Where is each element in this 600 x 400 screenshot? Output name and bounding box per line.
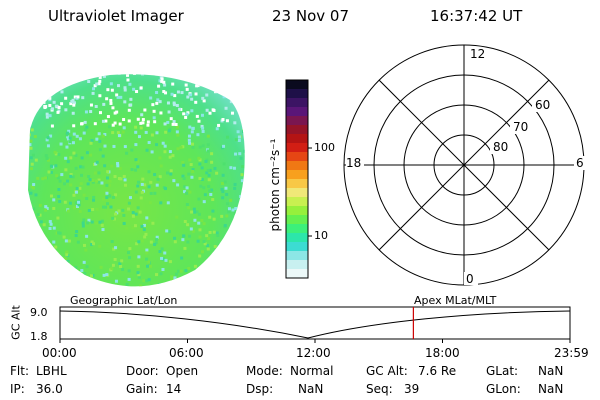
timeline-xtick-1200: 12:00 <box>296 346 331 360</box>
colorbar-segment <box>286 143 308 153</box>
door-label: Door: <box>126 364 159 378</box>
timeline-xtick-0000: 00:00 <box>42 346 77 360</box>
gcalt-label: GC Alt: <box>366 364 408 378</box>
colorbar-segment <box>286 134 308 144</box>
colorbar-segment <box>286 215 308 225</box>
polar-ring-80 <box>433 134 495 196</box>
colorbar-segment <box>286 242 308 252</box>
colorbar <box>286 80 308 279</box>
colorbar-tick-label-100: 100 <box>314 141 335 154</box>
polar-lat-label-80: 80 <box>493 140 509 154</box>
app-title: Ultraviolet Imager <box>48 7 184 25</box>
colorbar-segment <box>286 224 308 234</box>
colorbar-unit-label: photon cm⁻²s⁻¹ <box>268 138 282 232</box>
polar-label-12: 12 <box>470 47 486 61</box>
uv-image <box>28 74 245 287</box>
mode-label: Mode: <box>246 364 283 378</box>
timeline-left-label: Geographic Lat/Lon <box>70 294 178 307</box>
glon-label: GLon: <box>486 382 521 396</box>
colorbar-frame <box>285 79 309 279</box>
timeline-frame <box>59 306 571 340</box>
dsp-value: NaN <box>298 382 324 396</box>
polar-ring-70 <box>403 104 525 226</box>
timeline-ytick-high: 9.0 <box>30 306 48 319</box>
altitude-curve <box>59 310 571 339</box>
polar-lat-label-70: 70 <box>513 120 529 134</box>
colorbar-segment <box>286 233 308 243</box>
polar-label-18: 18 <box>346 156 362 170</box>
colorbar-segment <box>286 107 308 117</box>
polar-diagonal-2 <box>378 79 550 251</box>
glat-value: NaN <box>538 364 564 378</box>
colorbar-segment <box>286 206 308 216</box>
colorbar-segment <box>286 197 308 207</box>
gain-value: 14 <box>166 382 182 396</box>
colorbar-segment <box>286 161 308 171</box>
timeline-xtick-1800: 18:00 <box>425 346 460 360</box>
colorbar-segment <box>286 80 308 90</box>
polar-lat-label-60: 60 <box>535 98 551 112</box>
flt-label: Flt: <box>10 364 29 378</box>
colorbar-segment <box>286 89 308 99</box>
gain-label: Gain: <box>126 382 158 396</box>
colorbar-segment <box>286 269 308 279</box>
polar-diagonal-1 <box>378 79 550 251</box>
ip-label: IP: <box>10 382 25 396</box>
glat-label: GLat: <box>486 364 519 378</box>
glon-value: NaN <box>538 382 564 396</box>
seq-label: Seq: <box>366 382 393 396</box>
colorbar-segment <box>286 251 308 261</box>
colorbar-segment <box>286 125 308 135</box>
mode-value: Normal <box>290 364 334 378</box>
timeline-xtick-0600: 06:00 <box>169 346 204 360</box>
gcalt-value: 7.6 Re <box>418 364 457 378</box>
polar-label-6: 6 <box>576 156 584 170</box>
timeline-xtick-2359: 23:59 <box>554 346 589 360</box>
colorbar-segment <box>286 179 308 189</box>
dsp-label: Dsp: <box>246 382 274 396</box>
colorbar-segment <box>286 152 308 162</box>
polar-ring-outer <box>343 44 585 286</box>
colorbar-segment <box>286 116 308 126</box>
colorbar-segment <box>286 188 308 198</box>
date-label: 23 Nov 07 <box>272 7 349 25</box>
colorbar-segment <box>286 170 308 180</box>
flt-value: LBHL <box>36 364 67 378</box>
timeline-ytick-low: 1.8 <box>30 330 48 343</box>
ip-value: 36.0 <box>36 382 63 396</box>
colorbar-tick-label-10: 10 <box>314 229 328 242</box>
time-label: 16:37:42 UT <box>430 7 523 25</box>
timeline-axis-label: GC Alt <box>9 305 23 340</box>
timeline-right-label: Apex MLat/MLT <box>414 294 497 307</box>
polar-label-0: 0 <box>466 272 474 286</box>
colorbar-segment <box>286 98 308 108</box>
polar-ring-60 <box>373 74 555 256</box>
colorbar-segment <box>286 260 308 270</box>
seq-value: 39 <box>404 382 420 396</box>
door-value: Open <box>166 364 199 378</box>
